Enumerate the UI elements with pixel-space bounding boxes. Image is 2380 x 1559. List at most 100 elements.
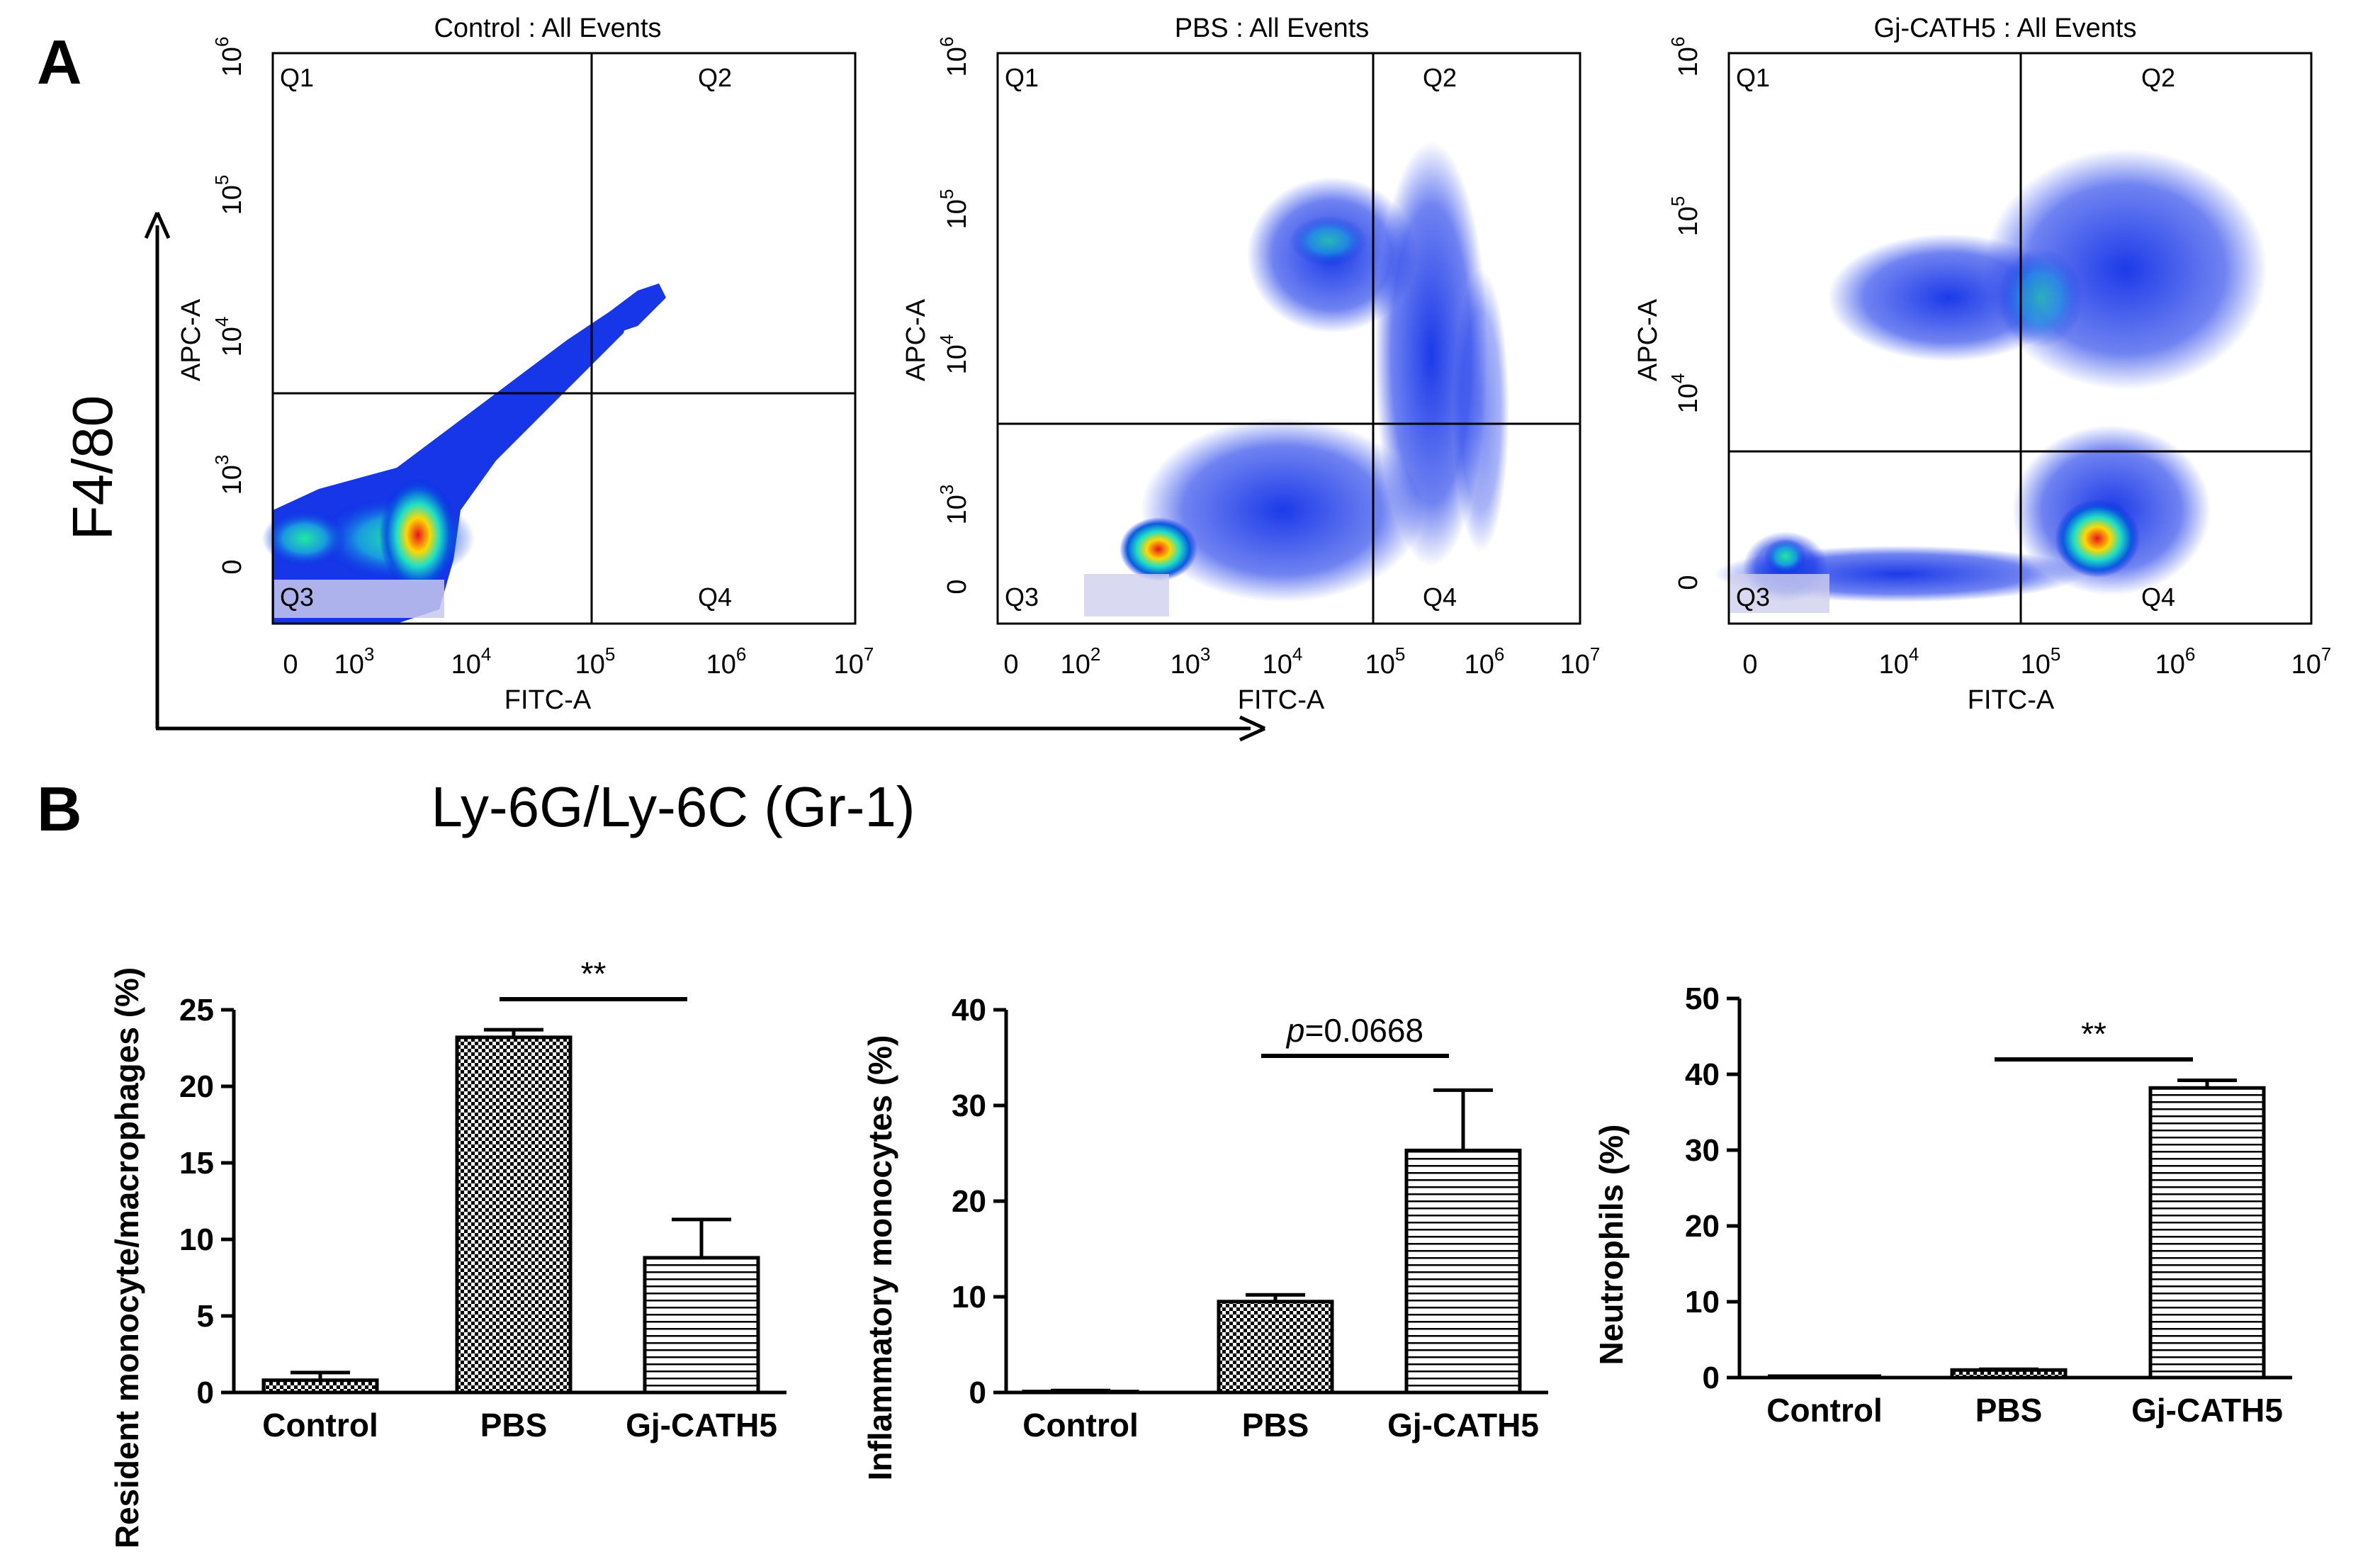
gated-q3-region	[1730, 574, 1829, 613]
y-tick-label: 0	[1703, 1361, 1720, 1395]
y-tick: 0	[942, 579, 972, 594]
gated-q3-region	[1084, 574, 1169, 617]
bar	[1404, 1148, 1522, 1395]
quadrant-label-q3: Q3	[280, 582, 314, 612]
x-tick-label: PBS	[1242, 1407, 1309, 1443]
density-diagonal-tail	[609, 283, 666, 333]
y-axis-label: Resident monocyte/macrophages (%)	[108, 967, 145, 1549]
density-population	[273, 308, 631, 624]
y-tick-label: 0	[197, 1375, 214, 1410]
x-tick: 106	[706, 643, 747, 680]
x-axis-label: FITC-A	[1238, 685, 1325, 715]
x-tick: 105	[2021, 643, 2061, 680]
y-tick-label: 5	[197, 1299, 214, 1334]
x-tick: 105	[1365, 643, 1406, 680]
x-ticks: 0 103 104 105 106 107	[283, 643, 874, 680]
x-tick: 103	[334, 643, 375, 680]
y-axis-label: Inflammatory monocytes (%)	[862, 1035, 898, 1481]
y-tick: 105	[936, 189, 972, 230]
density-peak	[379, 478, 457, 592]
x-tick-label: PBS	[1975, 1392, 2043, 1429]
density-upper-core	[1290, 216, 1367, 266]
y-tick-label: 40	[1685, 1057, 1720, 1092]
y-tick-label: 25	[179, 993, 214, 1028]
y-tick-label: 15	[179, 1146, 214, 1181]
quadrant-label-q2: Q2	[1423, 63, 1457, 92]
density-plot	[1084, 142, 1509, 617]
density-origin-core	[1764, 539, 1807, 574]
y-tick: 105	[211, 175, 247, 215]
quadrant-label-q3: Q3	[1736, 582, 1770, 612]
quadrant-label-q1: Q1	[1736, 63, 1770, 92]
quadrant-label-q4: Q4	[698, 582, 732, 612]
quadrant-label-q4: Q4	[1423, 582, 1457, 612]
y-tick-label: 0	[969, 1375, 986, 1410]
x-tick-label: Gj-CATH5	[1387, 1407, 1539, 1443]
y-axis-label: APC-A	[176, 298, 206, 381]
x-tick: 105	[575, 643, 616, 680]
y-tick-label: 20	[952, 1184, 986, 1219]
density-peak	[1119, 517, 1197, 581]
significance-value: =0.0668	[1305, 1012, 1424, 1049]
y-tick-label: 30	[952, 1088, 986, 1123]
bar-chart-neutrophils: 0 10 20 30 40 50 Control PBS Gj-CATH5 Neutrophils…	[1593, 981, 2292, 1429]
x-tick: 104	[1263, 643, 1303, 680]
x-ticks: 0 102 103 104 105 106 107	[1003, 643, 1600, 680]
x-tick: 0	[283, 650, 298, 680]
flow-plot-gj-cath5: Gj-CATH5 : All Events Q1 Q2 Q3 Q4 0 104 …	[1633, 13, 2331, 715]
y-ticks: 0 103 104 105 106	[211, 37, 247, 575]
flow-plot-title: PBS : All Events	[1175, 13, 1370, 43]
significance-p: p	[1285, 1012, 1305, 1049]
significance-label: **	[2081, 1015, 2107, 1052]
y-tick-label: 10	[1685, 1285, 1720, 1319]
x-tick: 107	[2291, 643, 2332, 680]
gated-q3-region	[274, 580, 444, 618]
y-tick-label: 10	[179, 1222, 214, 1257]
y-tick: 106	[936, 37, 972, 77]
x-tick-label: Gj-CATH5	[626, 1407, 777, 1443]
flow-plot-title: Control : All Events	[434, 13, 661, 43]
y-ticks: 0 103 104 105 106	[936, 37, 972, 595]
x-tick-label: Control	[262, 1407, 378, 1443]
y-tick: 0	[218, 559, 247, 574]
x-tick-label: Control	[1766, 1392, 1883, 1429]
bar-chart-resident: 0 5 10 15 20 25 Control PBS Gj-CATH5 Resident mon…	[108, 955, 786, 1548]
y-tick: 106	[211, 37, 247, 77]
x-tick: 103	[1171, 643, 1211, 680]
y-axis-label: Neutrophils (%)	[1593, 1125, 1630, 1366]
y-tick-label: 20	[179, 1069, 214, 1104]
density-cluster-low	[262, 510, 347, 567]
y-tick: 0	[1674, 575, 1703, 590]
x-tick: 106	[1465, 643, 1505, 680]
y-tick: 103	[211, 455, 247, 495]
bar-chart-inflammatory: 0 10 20 30 40 Control PBS Gj-CATH5 Inflammatory …	[862, 993, 1548, 1480]
x-tick: 104	[1879, 643, 1919, 680]
density-peak	[2055, 500, 2140, 578]
x-tick: 107	[1560, 643, 1601, 680]
bar	[1217, 1300, 1334, 1395]
y-tick: 104	[936, 334, 972, 375]
x-tick-label: PBS	[480, 1407, 548, 1443]
flow-plot-control: Control : All Events Q1 Q2 Q3 Q4 0 103 1…	[176, 13, 874, 715]
y-tick-label: 10	[952, 1280, 986, 1315]
plot-frame	[996, 52, 1581, 625]
y-axis-label: APC-A	[901, 298, 931, 381]
shared-axes-arrows	[144, 211, 1266, 742]
x-tick: 0	[1003, 650, 1018, 680]
density-upper-core	[1998, 248, 2083, 347]
density-plot	[262, 283, 666, 624]
quadrant-label-q1: Q1	[280, 63, 314, 92]
quadrant-label-q2: Q2	[698, 63, 732, 92]
significance-label: **	[581, 955, 607, 992]
x-tick-label: Control	[1022, 1407, 1139, 1443]
plot-frame	[271, 52, 857, 625]
bar	[643, 1256, 760, 1395]
flow-plot-title: Gj-CATH5 : All Events	[1874, 13, 2137, 43]
gr1-arrow-head	[1239, 715, 1266, 742]
x-tick: 102	[1061, 643, 1101, 680]
y-tick: 104	[211, 317, 247, 357]
f480-axis-label: F4/80	[61, 395, 124, 541]
x-tick: 0	[1742, 650, 1757, 680]
